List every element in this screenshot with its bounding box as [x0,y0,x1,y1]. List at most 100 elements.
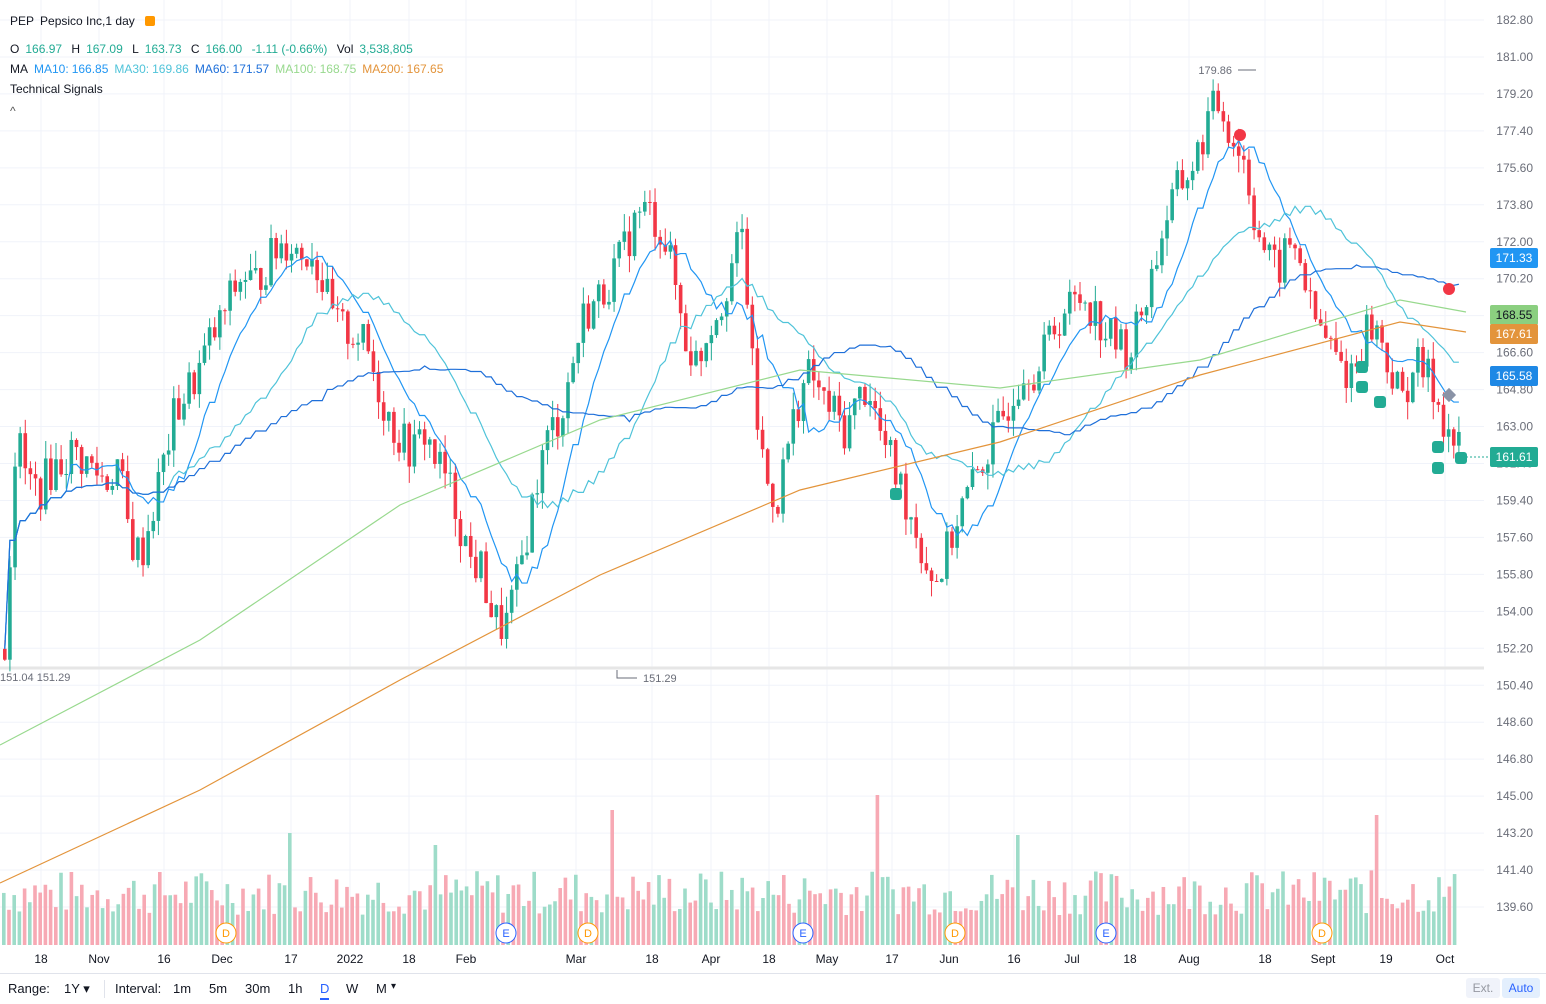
candle-body [607,301,611,305]
volume-bar [932,909,937,945]
volume-bar [969,909,973,945]
volume-bar [802,878,807,945]
interval-30m[interactable]: 30m [245,981,271,996]
volume-bar [1328,880,1332,945]
candle-body [346,311,350,344]
volume-bar [106,899,110,945]
volume-bar [496,875,500,945]
buy-signal-marker [1356,361,1368,373]
event-marker-icon[interactable] [1311,922,1333,944]
candle-body [1272,244,1277,250]
volume-bar [1380,897,1384,945]
candle-body [1083,302,1087,304]
collapse-legend-icon[interactable]: ^ [10,104,16,118]
volume-bar [1374,815,1379,945]
volume-bar [834,888,838,945]
event-marker-icon[interactable] [577,922,599,944]
candle-body [95,462,99,476]
interval-1m[interactable]: 1m [173,981,192,996]
volume-bar [979,900,984,945]
volume-bar [818,893,822,945]
interval-5m[interactable]: 5m [209,981,228,996]
time-axis-label: 18 [1123,952,1137,966]
candle-body [468,535,473,557]
volume-bar [1447,886,1452,945]
price-tick-label: 175.60 [1496,161,1533,175]
event-marker-icon[interactable] [792,922,814,944]
interval-1h[interactable]: 1h [288,981,303,996]
candle-body [279,243,284,259]
range-select[interactable]: 1Y ▾ [64,981,90,997]
volume-bar [542,906,547,945]
candle-body [1400,371,1405,391]
volume-bar [1343,889,1348,945]
candle-body [412,434,417,467]
price-badge [1490,324,1538,344]
volume-bar [1062,882,1067,945]
candle-body [515,564,519,590]
ma-item-ma10: MA10 [34,62,66,76]
time-axis-label: 18 [645,952,659,966]
candle-body [463,535,468,547]
volume-bar [215,900,219,945]
interval-d[interactable]: D [320,981,330,1000]
candle-body [392,411,396,443]
price-badge-label: 171.33 [1496,251,1533,265]
volume-bar [262,909,266,945]
candle-body [771,483,775,507]
ext-toggle[interactable]: Ext. [1466,978,1500,998]
candle-body [745,228,749,305]
time-axis-label: 19 [1379,952,1393,966]
volume-bar [906,886,911,945]
volume-bar [1156,914,1160,945]
candle-body [817,380,821,388]
volume-bar [48,889,53,945]
candle-body [709,335,714,344]
candle-body [914,517,918,538]
candle-body [212,327,217,338]
event-marker-icon[interactable] [944,922,966,944]
ma-value-ma100: 168.75 [319,62,357,76]
interval-m[interactable]: M [376,981,387,996]
event-marker-icon[interactable] [215,922,237,944]
volume-bar [1432,911,1436,945]
candle-body [566,382,570,419]
event-marker-label: E [502,928,509,940]
volume-bar [132,880,136,945]
volume-bar [1177,886,1181,945]
volume-bar [126,887,131,945]
event-marker-label: D [1318,928,1326,940]
candle-body [136,537,140,560]
candle-body [151,520,156,532]
volume-bar [475,871,479,945]
buy-signal-marker [1374,396,1386,408]
bottom-toolbar: Range: 1Y ▾ Interval: 1m 5m 30m 1h D W M ▾ Ext.… [0,973,1546,1004]
technical-signals-label[interactable]: Technical Signals [10,82,103,96]
auto-scale-toggle[interactable]: Auto [1502,978,1540,998]
high-value: 167.09 [86,42,123,56]
volume-bar [865,895,869,945]
volume-bar [1229,903,1233,945]
chevron-down-icon[interactable]: ▾ [391,981,397,992]
candle-body [1067,291,1072,314]
volume-bar [1203,914,1207,945]
volume-bar [210,890,214,945]
event-marker-icon[interactable] [495,922,517,944]
volume-bar [626,909,630,945]
candle-body [986,464,990,473]
volume-bar [438,894,443,945]
candle-body [852,398,857,416]
price-badge-label: 161.61 [1496,450,1533,464]
volume-bar [1286,904,1290,945]
symbol-ticker: PEP [10,14,35,28]
volume-bar [1125,907,1129,945]
event-marker-icon[interactable] [1095,922,1117,944]
volume-bar [85,907,89,945]
candle-body [1052,325,1057,335]
candle-body [79,447,84,474]
ma100-line [0,299,1467,746]
interval-w[interactable]: W [346,981,359,996]
candle-body [689,351,693,366]
volume-bar [880,877,885,945]
